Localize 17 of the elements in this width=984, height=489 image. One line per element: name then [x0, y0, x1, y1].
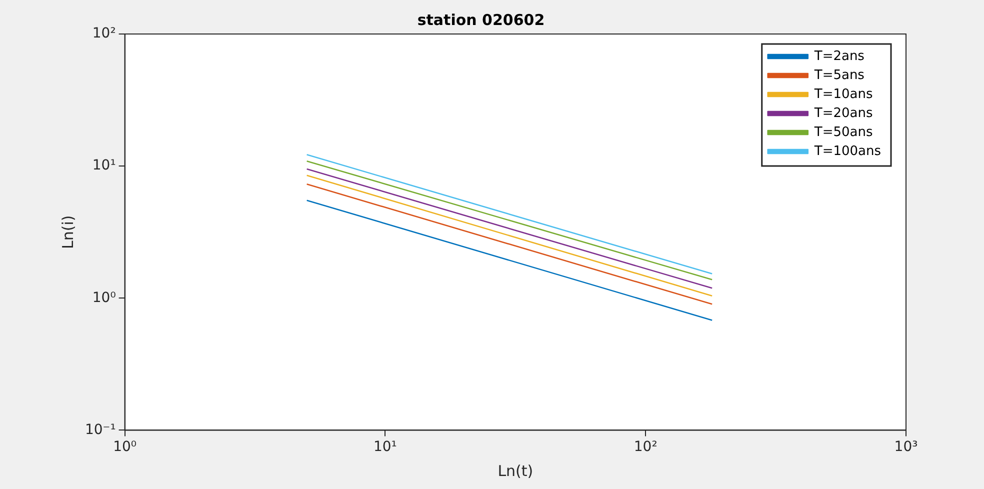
legend-label: T=50ans: [813, 124, 873, 140]
x-tick-label: 10³: [894, 439, 918, 456]
y-tick-label: 10⁻¹: [84, 422, 116, 438]
y-tick-label: 10²: [92, 26, 116, 42]
legend-label: T=2ans: [813, 48, 865, 64]
x-tick-label: 10²: [634, 439, 658, 456]
y-axis-title: Ln(i): [58, 215, 77, 249]
x-axis-title: Ln(t): [498, 462, 534, 480]
legend-label: T=100ans: [813, 144, 882, 159]
x-tick-label: 10⁰: [113, 439, 137, 456]
x-tick-label: 10¹: [373, 439, 397, 456]
legend-label: T=5ans: [813, 68, 865, 83]
y-tick-label: 10⁰: [92, 290, 116, 306]
chart-title: station 020602: [417, 10, 545, 29]
y-tick-label: 10¹: [92, 158, 116, 174]
legend-label: T=10ans: [813, 86, 873, 102]
legend-label: T=20ans: [813, 106, 873, 121]
